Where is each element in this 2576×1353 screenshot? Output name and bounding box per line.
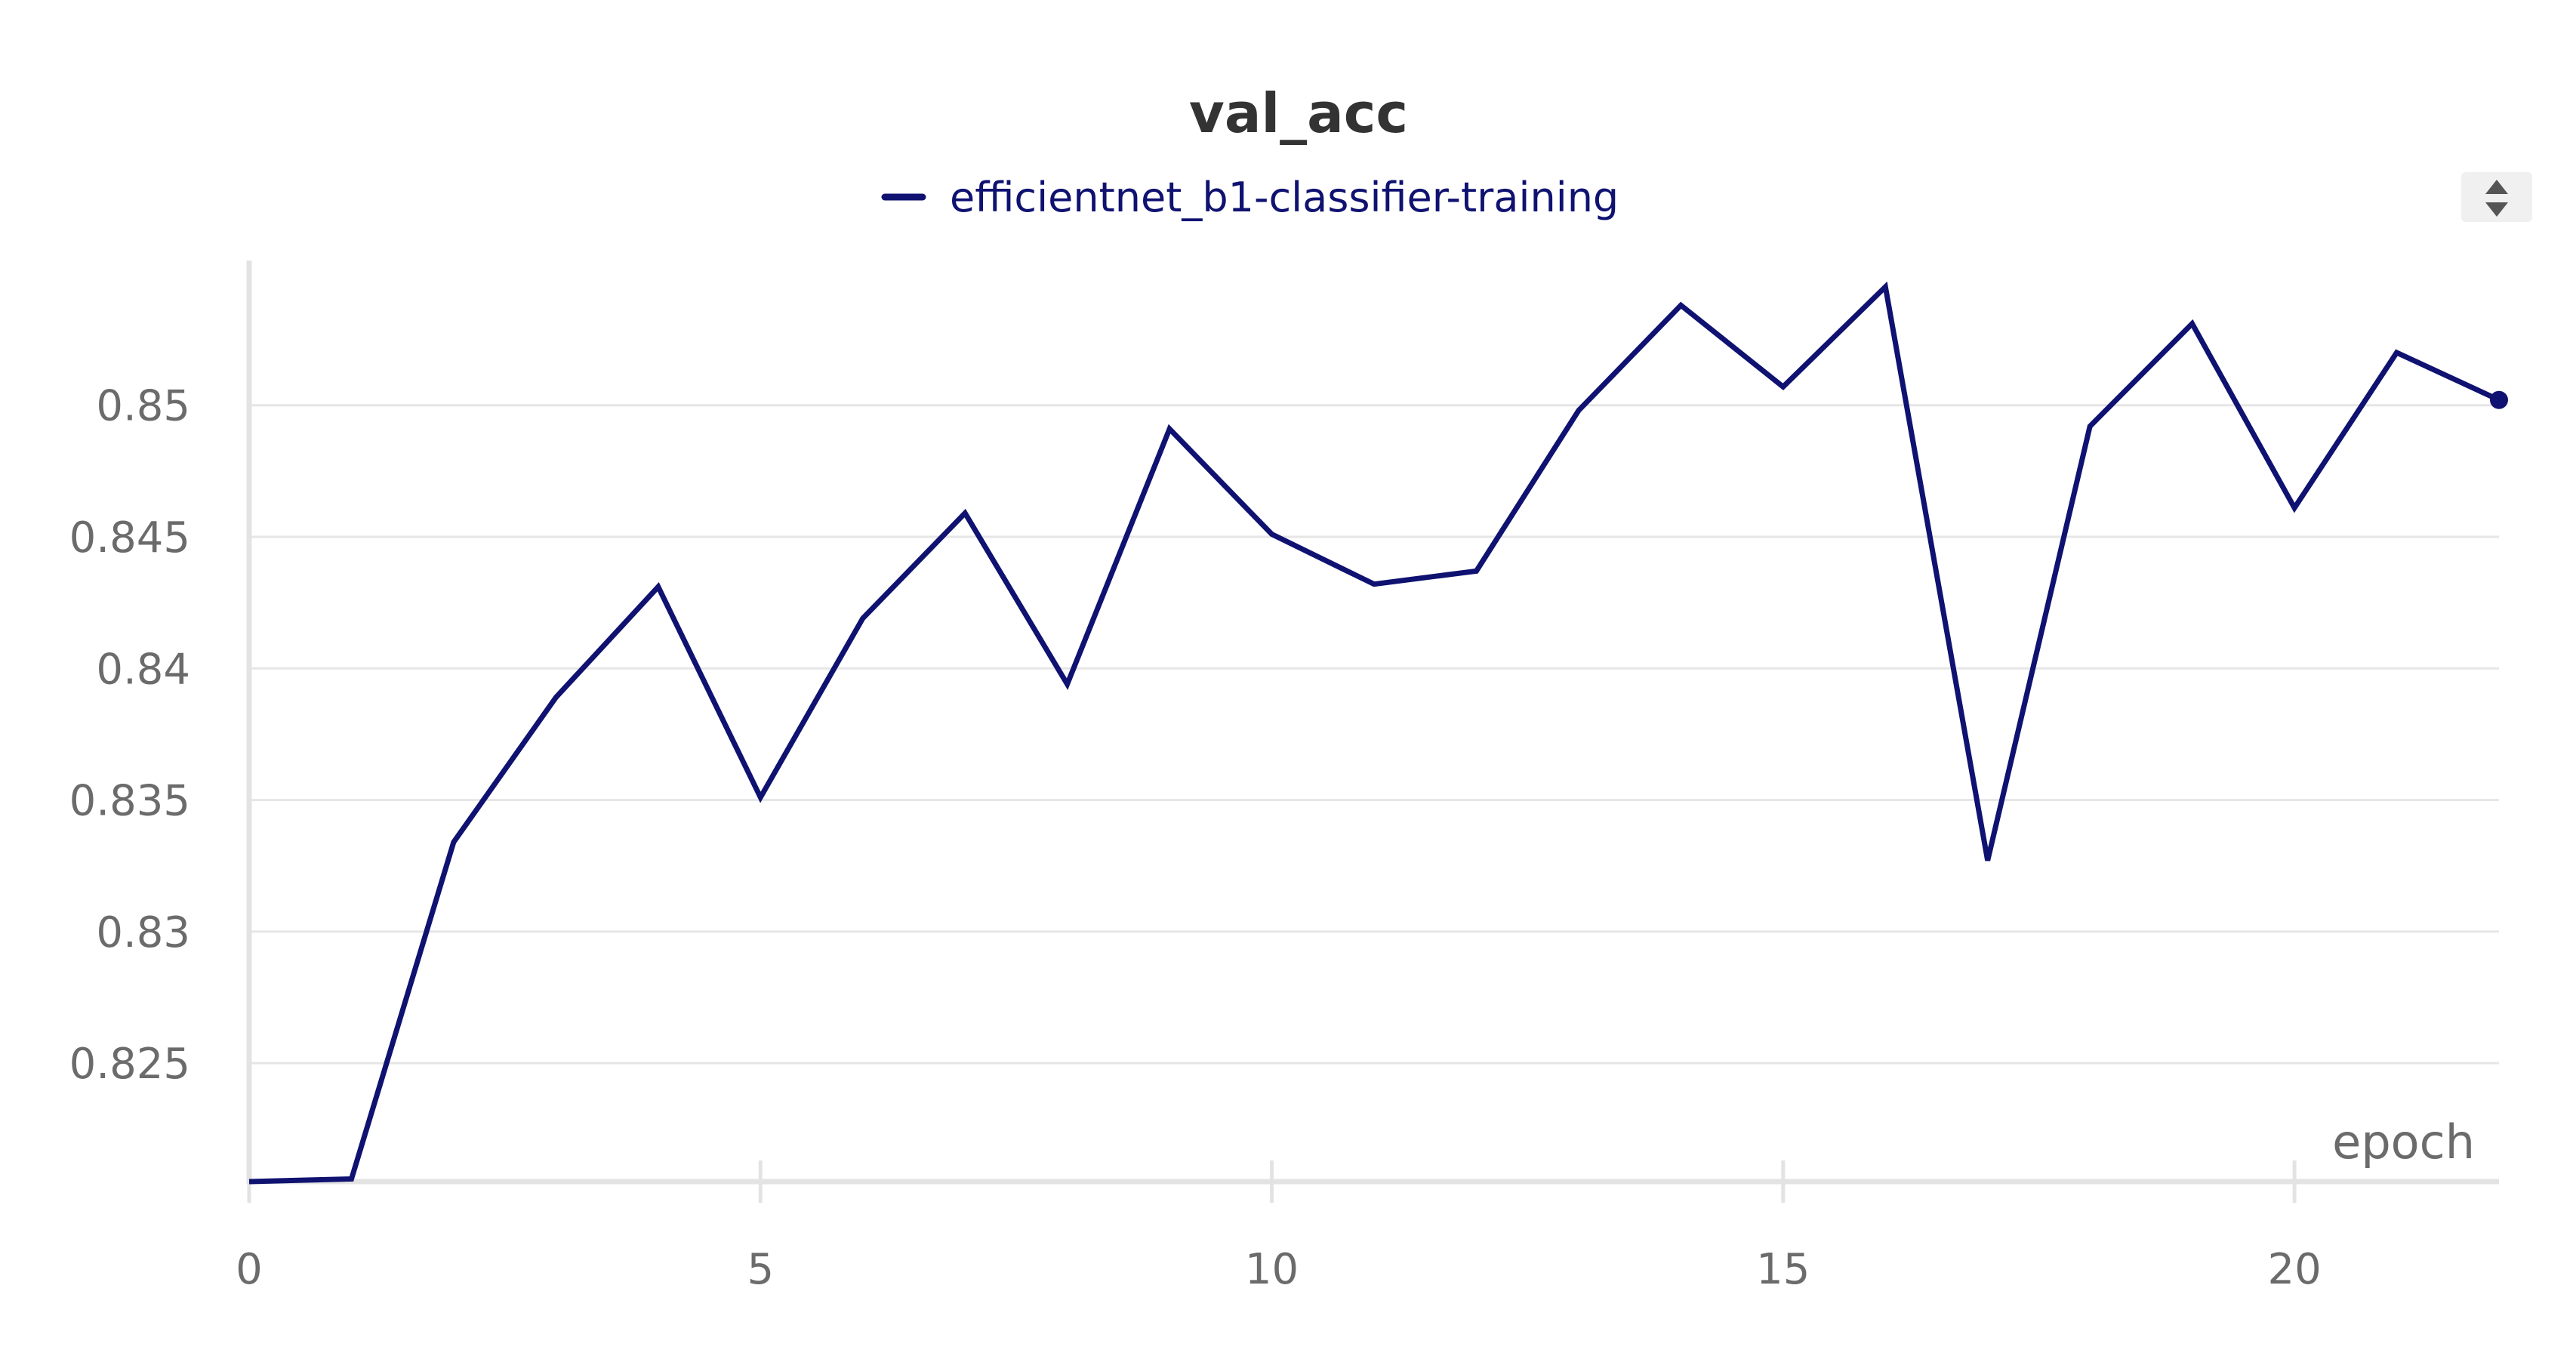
last-point-marker[interactable] [2490,390,2508,409]
legend-sort-control[interactable] [2461,172,2532,222]
y-tick-label: 0.83 [96,908,190,957]
series-line[interactable] [248,281,2501,1185]
x-axis-label: epoch [2332,1114,2475,1170]
legend-sort-control-background [2461,172,2532,222]
x-tick-label: 5 [747,1245,774,1294]
x-tick-label: 10 [1245,1245,1299,1294]
y-tick-label: 0.835 [69,777,190,826]
legend[interactable]: efficientnet_b1-classifier-training [881,174,1619,221]
grid-lines [249,404,2499,1065]
x-axis-ticks: 0 5 10 15 20 [236,1160,2322,1294]
y-tick-label: 0.84 [96,645,190,694]
y-axis-ticks: 0.825 0.83 0.835 0.84 0.845 0.85 [69,382,190,1089]
chart-title: val_acc [1189,82,1408,145]
chevron-up-icon[interactable] [2485,180,2508,194]
y-tick-label: 0.845 [69,513,190,562]
x-tick-label: 20 [2267,1245,2321,1294]
x-tick-label: 0 [236,1245,263,1294]
axes [246,260,2499,1185]
y-tick-label: 0.85 [96,382,190,431]
legend-label: efficientnet_b1-classifier-training [950,174,1619,221]
series-layer [248,281,2508,1185]
x-tick-label: 15 [1756,1245,1810,1294]
chevron-down-icon[interactable] [2485,202,2508,217]
y-tick-label: 0.825 [69,1040,190,1089]
